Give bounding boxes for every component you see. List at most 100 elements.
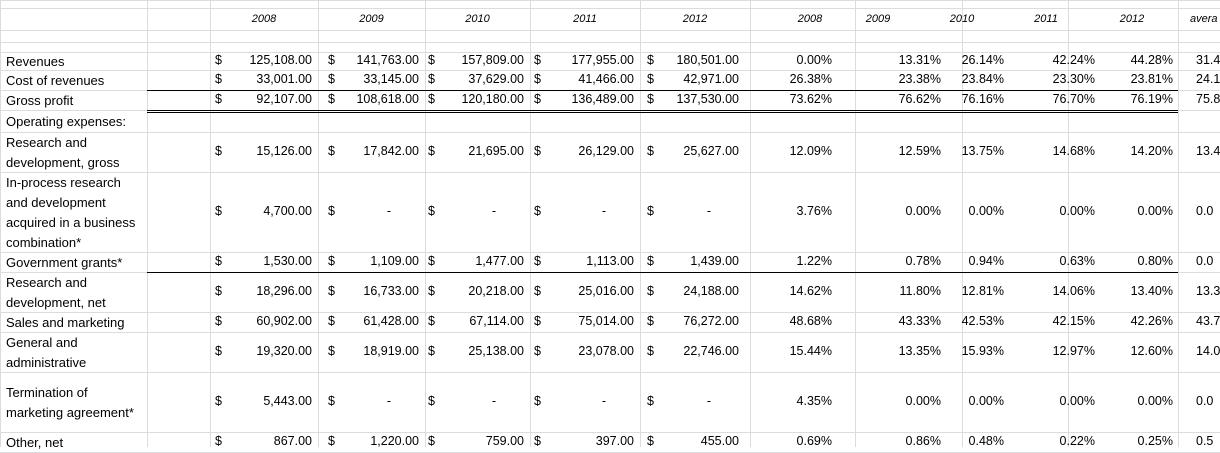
value-cell[interactable]: 21,695.00 [468, 144, 524, 158]
percent-cell[interactable]: 14.68% [1052, 144, 1095, 158]
percent-cell[interactable]: 48.68% [789, 314, 832, 328]
average-cell[interactable]: 0.0 [1196, 204, 1214, 218]
percent-cell[interactable]: 13.40% [1130, 284, 1173, 298]
value-cell[interactable]: 5,443.00 [263, 394, 312, 408]
percent-cell[interactable]: 12.59% [898, 144, 941, 158]
value-cell[interactable]: 18,919.00 [363, 344, 419, 358]
value-cell[interactable]: - [706, 394, 711, 408]
average-cell[interactable]: 75.8 [1196, 92, 1220, 106]
value-cell[interactable]: 60,902.00 [256, 314, 312, 328]
value-cell[interactable]: 61,428.00 [363, 314, 419, 328]
value-cell[interactable]: 25,138.00 [468, 344, 524, 358]
percent-cell[interactable]: 42.53% [961, 314, 1004, 328]
percent-cell[interactable]: 1.22% [796, 254, 832, 268]
value-cell[interactable]: 17,842.00 [363, 144, 419, 158]
percent-cell[interactable]: 0.94% [968, 254, 1004, 268]
value-cell[interactable]: 177,955.00 [571, 53, 634, 67]
value-cell[interactable]: - [491, 394, 496, 408]
value-cell[interactable]: 455.00 [700, 434, 739, 448]
value-cell[interactable]: 25,016.00 [578, 284, 634, 298]
value-cell[interactable]: 108,618.00 [356, 92, 419, 106]
percent-cell[interactable]: 15.44% [789, 344, 832, 358]
value-cell[interactable]: - [601, 204, 606, 218]
percent-cell[interactable]: 14.20% [1130, 144, 1173, 158]
value-cell[interactable]: 20,218.00 [468, 284, 524, 298]
value-cell[interactable]: 180,501.00 [676, 53, 739, 67]
percent-cell[interactable]: 23.81% [1130, 72, 1173, 86]
percent-cell[interactable]: 12.97% [1052, 344, 1095, 358]
average-cell[interactable]: 24.1 [1196, 72, 1220, 86]
value-cell[interactable]: 1,477.00 [475, 254, 524, 268]
value-cell[interactable]: 18,296.00 [256, 284, 312, 298]
value-cell[interactable]: - [706, 204, 711, 218]
value-cell[interactable]: 25,627.00 [683, 144, 739, 158]
value-cell[interactable]: 120,180.00 [461, 92, 524, 106]
percent-cell[interactable]: 0.00% [905, 204, 941, 218]
percent-cell[interactable]: 0.00% [1137, 204, 1173, 218]
value-cell[interactable]: 867.00 [273, 434, 312, 448]
percent-cell[interactable]: 0.00% [968, 394, 1004, 408]
average-cell[interactable]: 0.5 [1196, 434, 1214, 448]
percent-cell[interactable]: 0.00% [1137, 394, 1173, 408]
value-cell[interactable]: 33,001.00 [256, 72, 312, 86]
value-cell[interactable]: 92,107.00 [256, 92, 312, 106]
value-cell[interactable]: 67,114.00 [469, 314, 524, 328]
percent-cell[interactable]: 76.19% [1130, 92, 1173, 106]
percent-cell[interactable]: 3.76% [796, 204, 832, 218]
percent-cell[interactable]: 0.86% [905, 434, 941, 448]
percent-cell[interactable]: 76.16% [961, 92, 1004, 106]
value-cell[interactable]: 759.00 [485, 434, 524, 448]
percent-cell[interactable]: 15.93% [961, 344, 1004, 358]
percent-cell[interactable]: 42.15% [1052, 314, 1095, 328]
value-cell[interactable]: 24,188.00 [683, 284, 739, 298]
percent-cell[interactable]: 0.63% [1059, 254, 1095, 268]
value-cell[interactable]: 136,489.00 [571, 92, 634, 106]
percent-cell[interactable]: 14.62% [789, 284, 832, 298]
percent-cell[interactable]: 13.75% [961, 144, 1004, 158]
percent-cell[interactable]: 0.00% [1059, 204, 1095, 218]
percent-cell[interactable]: 14.06% [1052, 284, 1095, 298]
value-cell[interactable]: 1,113.00 [586, 254, 634, 268]
value-cell[interactable]: 1,109.00 [370, 254, 419, 268]
percent-cell[interactable]: 11.80% [899, 284, 941, 298]
percent-cell[interactable]: 0.78% [905, 254, 941, 268]
value-cell[interactable]: 75,014.00 [578, 314, 634, 328]
percent-cell[interactable]: 4.35% [796, 394, 832, 408]
value-cell[interactable]: 15,126.00 [256, 144, 312, 158]
percent-cell[interactable]: 13.31% [898, 53, 941, 67]
percent-cell[interactable]: 23.30% [1052, 72, 1095, 86]
value-cell[interactable]: 397.00 [595, 434, 634, 448]
value-cell[interactable]: 125,108.00 [249, 53, 312, 67]
value-cell[interactable]: - [491, 204, 496, 218]
percent-cell[interactable]: 0.00% [1059, 394, 1095, 408]
value-cell[interactable]: 37,629.00 [468, 72, 524, 86]
average-cell[interactable]: 31.4 [1196, 53, 1220, 67]
value-cell[interactable]: 23,078.00 [578, 344, 634, 358]
value-cell[interactable]: 22,746.00 [683, 344, 739, 358]
value-cell[interactable]: - [601, 394, 606, 408]
value-cell[interactable]: 1,220.00 [370, 434, 419, 448]
percent-cell[interactable]: 0.25% [1137, 434, 1173, 448]
percent-cell[interactable]: 26.14% [961, 53, 1004, 67]
percent-cell[interactable]: 26.38% [789, 72, 832, 86]
value-cell[interactable]: 137,530.00 [676, 92, 739, 106]
percent-cell[interactable]: 76.70% [1052, 92, 1095, 106]
value-cell[interactable]: 33,145.00 [363, 72, 419, 86]
average-cell[interactable]: 0.0 [1196, 254, 1214, 268]
percent-cell[interactable]: 0.22% [1059, 434, 1095, 448]
percent-cell[interactable]: 42.26% [1130, 314, 1173, 328]
value-cell[interactable]: 41,466.00 [578, 72, 634, 86]
percent-cell[interactable]: 44.28% [1130, 53, 1173, 67]
percent-cell[interactable]: 23.84% [961, 72, 1004, 86]
percent-cell[interactable]: 12.60% [1130, 344, 1173, 358]
value-cell[interactable]: 141,763.00 [356, 53, 419, 67]
percent-cell[interactable]: 76.62% [898, 92, 941, 106]
value-cell[interactable]: 1,530.00 [263, 254, 312, 268]
percent-cell[interactable]: 0.00% [905, 394, 941, 408]
value-cell[interactable]: - [386, 394, 391, 408]
value-cell[interactable]: 4,700.00 [263, 204, 312, 218]
percent-cell[interactable]: 23.38% [898, 72, 941, 86]
percent-cell[interactable]: 0.48% [968, 434, 1004, 448]
percent-cell[interactable]: 12.81% [961, 284, 1004, 298]
